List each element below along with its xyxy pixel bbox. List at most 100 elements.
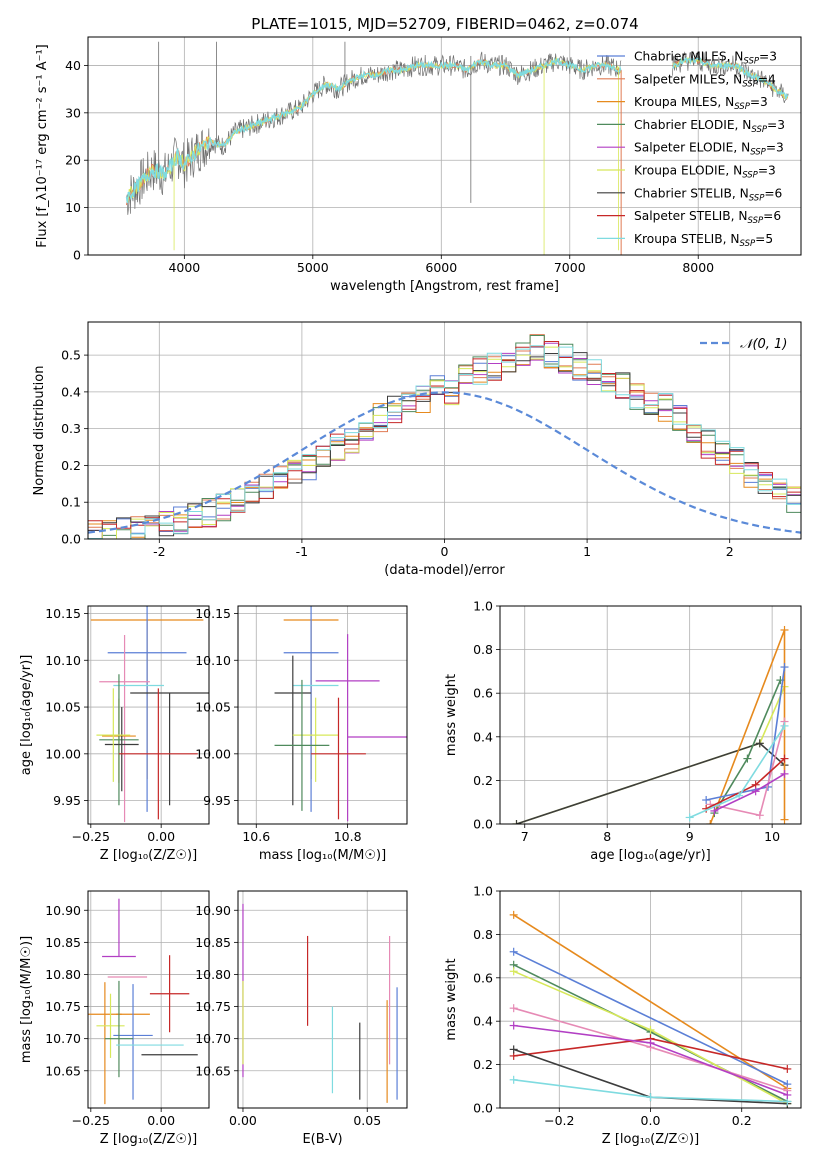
- spectrum-legend: Chabrier MILES, NSSP=3 Salpeter MILES, NS…: [597, 50, 785, 249]
- y-tick-label: 0.6: [473, 970, 493, 985]
- axes-frame: 0.00 0.05 10.65 10.70 10.75 10.80 10.85 10.90 E(…: [195, 890, 408, 1147]
- plot-content: [125, 41, 789, 255]
- legend-label: Salpeter MILES, NSSP=4: [634, 72, 776, 89]
- legend-label: Kroupa MILES, NSSP=3: [634, 95, 768, 112]
- y-tick-label: 1.0: [473, 884, 493, 899]
- plot-content: [509, 910, 792, 1108]
- normal-distribution-curve: [88, 391, 801, 534]
- axes-border: [237, 890, 408, 1109]
- y-tick-label: 0.5: [61, 348, 81, 363]
- panel-massweight-vs-age: 7 8 9 10 0.0 0.2 0.4 0.6 0.8 1.0 age [log₁₀(age/yr…: [444, 599, 802, 863]
- x-axis-label: Z [log₁₀(Z/Z☉)]: [100, 1132, 197, 1147]
- mass-weight-marker: [509, 910, 518, 919]
- x-axis-label: mass [log₁₀(M/M☉)]: [259, 848, 386, 863]
- y-tick-label: 0.8: [473, 927, 493, 942]
- x-axis-label: Z [log₁₀(Z/Z☉)]: [100, 848, 197, 863]
- y-axis-label: Flux [f_λ10⁻¹⁷ erg cm⁻² s⁻¹ A⁻¹]: [35, 44, 50, 248]
- y-tick-label: 10.80: [195, 967, 231, 982]
- x-tick-label: 0.00: [147, 1113, 175, 1128]
- mass-weight-marker: [755, 739, 764, 748]
- y-tick-label: 0.3: [61, 421, 81, 436]
- model-spectrum-line: [125, 57, 622, 204]
- y-tick-label: 0.4: [473, 1014, 493, 1029]
- x-tick-label: 2: [726, 544, 734, 559]
- y-tick-label: 10.10: [195, 653, 231, 668]
- errorbar-point: [274, 655, 312, 806]
- x-axis-label: E(B-V): [302, 1132, 342, 1147]
- mass-weight-marker: [751, 787, 760, 796]
- x-tick-label: 0.00: [147, 829, 175, 844]
- legend-label: Salpeter STELIB, NSSP=6: [634, 209, 781, 226]
- y-tick-label: 10.70: [45, 1031, 81, 1046]
- histogram-series: [88, 341, 801, 532]
- errorbar-point: [292, 697, 339, 782]
- x-tick-label: -1: [296, 544, 308, 559]
- errorbar-point: [102, 898, 136, 958]
- mass-weight-marker: [780, 815, 789, 824]
- y-tick-label: 0.0: [61, 532, 81, 547]
- x-axis-label: Z [log₁₀(Z/Z☉)]: [602, 1132, 699, 1147]
- y-tick-label: 10.15: [45, 606, 81, 621]
- plot-content: [88, 898, 198, 1105]
- y-tick-label: 10.10: [45, 653, 81, 668]
- plot-area: 4000 5000 6000 7000 8000010203040wavelength …: [19, 36, 802, 1147]
- y-axis-label: mass [log₁₀(M/M☉)]: [19, 936, 34, 1063]
- plot-content: [242, 903, 398, 1103]
- y-tick-label: 0.2: [61, 458, 81, 473]
- mass-weight-marker: [509, 967, 518, 976]
- y-axis-label: mass weight: [444, 674, 459, 756]
- y-tick-label: 10.15: [195, 606, 231, 621]
- plot-content: [90, 606, 209, 823]
- errorbar-point: [311, 697, 366, 820]
- mass-weight-marker: [780, 769, 789, 778]
- errorbar-point: [107, 606, 187, 812]
- x-tick-label: 10.8: [334, 829, 362, 844]
- y-tick-label: 30: [65, 105, 81, 120]
- errorbar-point: [283, 606, 339, 812]
- y-tick-label: 0.8: [473, 642, 493, 657]
- figure-title: PLATE=1015, MJD=52709, FIBERID=0462, z=0…: [251, 15, 638, 33]
- y-tick-label: 10: [65, 200, 81, 215]
- axes-frame: −0.2 0.0 0.2 0.0 0.2 0.4 0.6 0.8 1.0 Z [log₁₀(Z/Z…: [444, 884, 802, 1147]
- y-tick-label: 0.6: [473, 686, 493, 701]
- panel-Z-vs-EBV: 0.00 0.05 10.65 10.70 10.75 10.80 10.85 10.90 E(…: [195, 890, 408, 1147]
- y-tick-label: 0.2: [473, 1057, 493, 1072]
- x-tick-label: 5000: [297, 260, 329, 275]
- y-tick-label: 9.95: [53, 793, 81, 808]
- panel-residuals: -2 -1 0 1 2 0.0 0.1 0.2 0.3 0.4 0.5 (data-model)/er…: [32, 321, 802, 578]
- axes-border: [87, 605, 210, 825]
- errorbar-point: [104, 980, 134, 1078]
- y-tick-label: 0.4: [61, 384, 81, 399]
- x-tick-label: -2: [153, 544, 165, 559]
- axes-border: [87, 36, 802, 256]
- mass-weight-marker: [509, 1045, 518, 1054]
- errorbar-point: [118, 688, 198, 820]
- x-tick-label: 0.0: [641, 1113, 661, 1128]
- x-tick-label: −0.25: [72, 829, 110, 844]
- y-tick-label: 10.05: [195, 700, 231, 715]
- errorbar-point: [96, 993, 125, 1058]
- x-tick-label: 6000: [425, 260, 457, 275]
- x-tick-label: 9: [686, 829, 694, 844]
- x-tick-label: 8: [603, 829, 611, 844]
- axes-frame: 7 8 9 10 0.0 0.2 0.4 0.6 0.8 1.0 age [log₁₀(age/yr…: [444, 599, 802, 863]
- axes-frame: 10.6 10.8 9.95 10.00 10.05 10.10 10.15 mass [lo…: [195, 605, 408, 863]
- mass-weight-marker: [702, 796, 711, 805]
- mass-weight-marker: [512, 820, 521, 824]
- y-tick-label: 9.95: [203, 793, 231, 808]
- mass-weight-marker: [743, 754, 752, 763]
- y-tick-label: 20: [65, 153, 81, 168]
- y-tick-label: 0.0: [473, 1101, 493, 1116]
- mass-weight-marker: [710, 806, 719, 815]
- plot-content: [274, 606, 407, 822]
- mass-weight-marker: [780, 721, 789, 730]
- x-tick-label: 7: [521, 829, 529, 844]
- panel-mass-vs-Z: −0.25 0.00 10.65 10.70 10.75 10.80 10.85 10.90 Z…: [19, 890, 210, 1147]
- y-tick-label: 0.4: [473, 729, 493, 744]
- y-tick-label: 10.00: [195, 746, 231, 761]
- mass-weight-marker: [509, 1004, 518, 1013]
- panel-age-vs-Z: −0.25 0.00 9.95 10.00 10.05 10.10 10.15 Z [log₁…: [19, 605, 210, 863]
- legend-label: Salpeter ELODIE, NSSP=3: [634, 141, 784, 158]
- axes-frame: −0.25 0.00 10.65 10.70 10.75 10.80 10.85 10.90 Z…: [19, 890, 210, 1147]
